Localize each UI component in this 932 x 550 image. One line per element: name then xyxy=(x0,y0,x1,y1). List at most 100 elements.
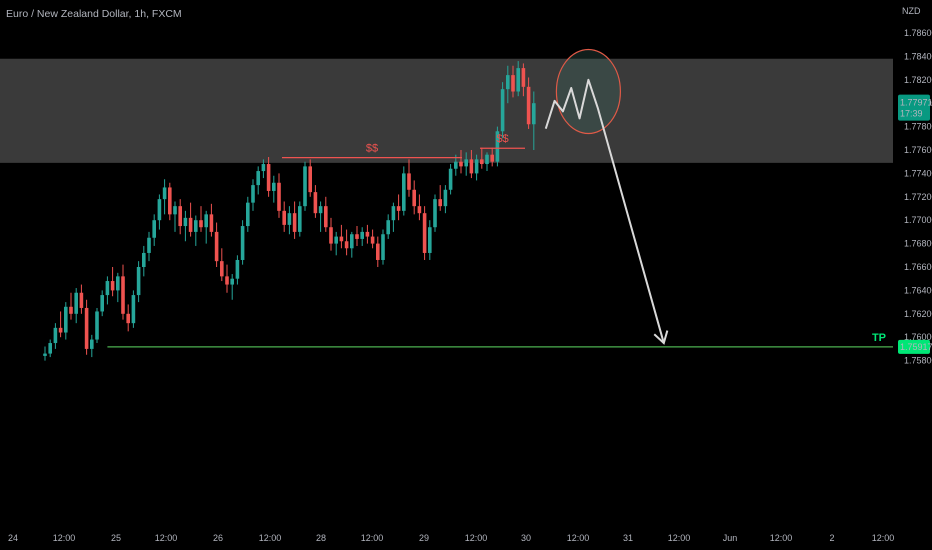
tp-label: TP xyxy=(872,332,886,344)
candle-body xyxy=(173,206,177,215)
candle xyxy=(251,179,255,211)
candle-body xyxy=(204,214,208,228)
x-tick-label: 31 xyxy=(623,533,633,543)
candle-body xyxy=(157,199,162,221)
x-tick-label: 12:00 xyxy=(155,533,178,543)
candle-body xyxy=(370,236,375,244)
candle xyxy=(162,179,167,215)
candle-body xyxy=(417,206,422,214)
x-tick-label: 29 xyxy=(419,533,429,543)
candle-body xyxy=(407,173,411,190)
candle-body xyxy=(266,164,271,191)
candle-body xyxy=(142,252,146,267)
candle xyxy=(240,220,245,265)
candle xyxy=(105,276,110,305)
candle xyxy=(350,231,354,258)
candle xyxy=(329,217,333,251)
candle xyxy=(485,152,489,172)
candle-body xyxy=(199,220,203,228)
candle-body xyxy=(162,187,167,200)
candle-body xyxy=(84,307,89,349)
candle-body xyxy=(459,161,463,167)
candle xyxy=(391,202,396,232)
time-axis[interactable]: 24 12:00 25 12:00 26 12:00 28 12:00 29 12:00 30 12:… xyxy=(8,533,894,543)
candle xyxy=(516,61,520,97)
candle xyxy=(292,201,297,239)
x-tick-label: 28 xyxy=(316,533,326,543)
current-price-badge xyxy=(898,94,930,121)
currency-label: NZD xyxy=(902,6,921,16)
supply-zone-layer xyxy=(0,58,893,163)
candle-body xyxy=(298,206,302,232)
price-axis[interactable]: NZD1.786001.784001.782001.780001.778001.… xyxy=(902,6,932,366)
candle xyxy=(459,150,463,174)
candle xyxy=(90,334,94,358)
candle-body xyxy=(178,206,182,227)
x-tick-label: 12:00 xyxy=(567,533,590,543)
candle xyxy=(110,267,115,297)
candle-body xyxy=(48,343,52,354)
candle xyxy=(126,304,130,332)
candle xyxy=(433,194,437,232)
candle-body xyxy=(240,226,245,260)
current-price-countdown: 17:39 xyxy=(900,109,923,119)
x-tick-label: Jun xyxy=(723,533,738,543)
candle-body xyxy=(147,237,151,253)
liquidity-label: $$ xyxy=(366,143,378,155)
candle-body xyxy=(516,68,520,92)
candle-body xyxy=(365,231,370,237)
candle xyxy=(500,82,505,139)
candle xyxy=(48,339,52,358)
candle-body xyxy=(121,276,125,314)
candle-body xyxy=(100,295,104,312)
candle xyxy=(214,222,219,267)
candle-body xyxy=(443,189,448,207)
x-tick-label: 30 xyxy=(521,533,531,543)
candle-body xyxy=(131,295,136,324)
y-tick-label: 1.75800 xyxy=(904,356,932,366)
candle xyxy=(178,199,182,235)
candle xyxy=(152,214,156,246)
candle-body xyxy=(136,267,141,296)
candle-body xyxy=(396,206,401,211)
y-tick-label: 1.76200 xyxy=(904,309,932,319)
candle xyxy=(490,147,494,167)
candle xyxy=(511,65,515,98)
candlestick-series xyxy=(43,61,536,361)
candle xyxy=(256,166,260,195)
candle-body xyxy=(521,68,526,87)
candle xyxy=(532,91,536,150)
candle xyxy=(58,311,63,338)
x-tick-label: 26 xyxy=(213,533,223,543)
candle-body xyxy=(469,159,474,174)
candle-body xyxy=(495,131,500,162)
candle-body xyxy=(225,276,229,285)
candle-body xyxy=(188,217,193,232)
x-tick-label: 12:00 xyxy=(770,533,793,543)
candle-body xyxy=(474,159,479,174)
candle-body xyxy=(334,236,338,244)
candle-body xyxy=(381,234,385,260)
candle xyxy=(74,288,78,324)
candle-body xyxy=(308,166,312,193)
x-tick-label: 12:00 xyxy=(53,533,76,543)
candle-body xyxy=(53,327,58,344)
candle xyxy=(464,152,468,176)
candle-body xyxy=(126,313,130,324)
candle-body xyxy=(64,306,68,333)
candle xyxy=(131,290,136,328)
x-tick-label: 2 xyxy=(829,533,834,543)
tp-price-value: 1.75917 xyxy=(900,342,932,352)
candle xyxy=(521,63,526,97)
candle xyxy=(526,77,531,129)
candle-body xyxy=(511,75,515,92)
candle xyxy=(376,236,380,267)
candle xyxy=(412,180,416,215)
candle xyxy=(282,201,286,232)
candle-body xyxy=(272,182,276,191)
y-tick-label: 1.77000 xyxy=(904,215,932,225)
candle xyxy=(298,201,302,237)
candle-body xyxy=(152,220,156,238)
candle xyxy=(194,215,198,246)
